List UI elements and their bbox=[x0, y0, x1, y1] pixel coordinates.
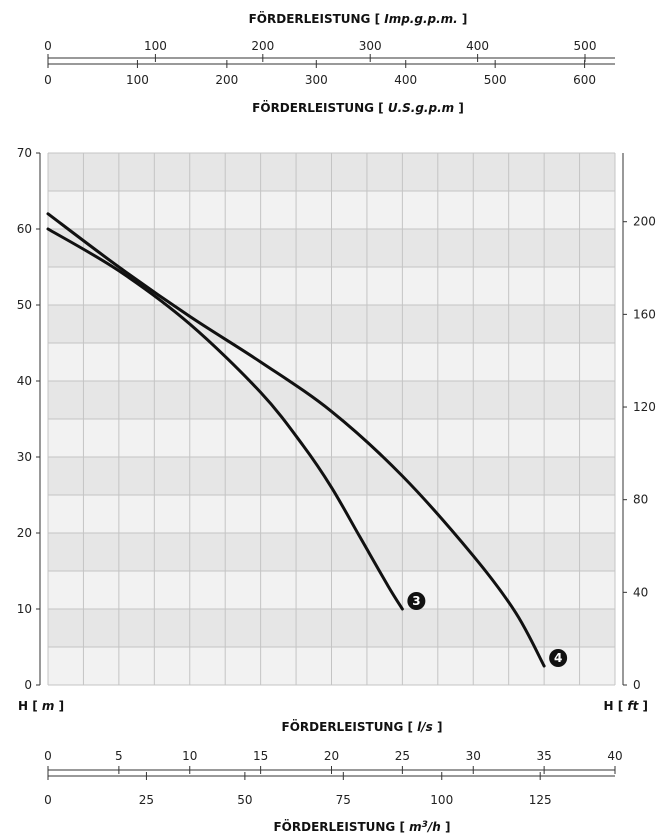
m3h-axis-title: FÖRDERLEISTUNG [ m3/h ] bbox=[273, 819, 450, 834]
axis-tick-label: 600 bbox=[573, 73, 596, 87]
imp-gpm-axis: 0 100 200 300 400 500 bbox=[44, 39, 615, 62]
axis-tick-label: 35 bbox=[536, 749, 551, 763]
axis-tick-label: 0 bbox=[44, 39, 52, 53]
series-marker-3: 3 bbox=[407, 592, 426, 610]
left-y-axis: 0 10 20 30 40 50 60 70 bbox=[17, 146, 41, 692]
axis-tick-label: 0 bbox=[44, 749, 52, 763]
series-line-4 bbox=[46, 212, 546, 668]
axis-tick-label: 0 bbox=[44, 793, 52, 807]
marker-circle bbox=[549, 649, 568, 667]
axis-tick-label: 400 bbox=[466, 39, 489, 53]
axis-tick-label: 15 bbox=[253, 749, 268, 763]
right-tick-label: 40 bbox=[633, 585, 648, 599]
axis-tick-label: 75 bbox=[336, 793, 351, 807]
axis-tick-label: 400 bbox=[394, 73, 417, 87]
axis-tick-label: 5 bbox=[115, 749, 123, 763]
left-tick-label: 60 bbox=[17, 222, 32, 236]
right-tick-label: 200 bbox=[633, 215, 656, 229]
axis-tick-label: 200 bbox=[215, 73, 238, 87]
axis-tick-label: 40 bbox=[607, 749, 622, 763]
top-axis-title: FÖRDERLEISTUNG [ Imp.g.p.m. ] bbox=[249, 11, 468, 26]
axis-tick-label: 125 bbox=[529, 793, 552, 807]
axis-tick-label: 25 bbox=[395, 749, 410, 763]
series-marker-4: 4 bbox=[549, 649, 568, 667]
right-axis-title: H [ ft ] bbox=[603, 699, 648, 713]
marker-circle bbox=[407, 592, 426, 610]
left-tick-label: 20 bbox=[17, 526, 32, 540]
right-tick-label: 0 bbox=[633, 678, 641, 692]
right-tick-label: 120 bbox=[633, 400, 656, 414]
axis-tick-label: 50 bbox=[237, 793, 252, 807]
left-tick-label: 50 bbox=[17, 298, 32, 312]
left-tick-label: 10 bbox=[17, 602, 32, 616]
us-gpm-axis: 0 100 200 300 400 500 600 bbox=[44, 60, 615, 87]
axis-tick-label: 100 bbox=[126, 73, 149, 87]
series-lines bbox=[46, 212, 546, 668]
right-y-axis: 0 40 80 120 160 200 bbox=[622, 153, 656, 692]
axis-tick-label: 25 bbox=[139, 793, 154, 807]
m3h-axis: 0 25 50 75 100 125 bbox=[44, 772, 615, 807]
left-tick-label: 30 bbox=[17, 450, 32, 464]
axis-tick-label: 30 bbox=[466, 749, 481, 763]
marker-label: 3 bbox=[412, 594, 420, 608]
grid-lines bbox=[47, 152, 616, 686]
ls-axis: 0 5 10 15 20 25 30 35 40 bbox=[44, 749, 623, 774]
series-markers: 34 bbox=[407, 592, 568, 667]
axis-tick-label: 500 bbox=[484, 73, 507, 87]
right-tick-label: 160 bbox=[633, 307, 656, 321]
axis-tick-label: 300 bbox=[359, 39, 382, 53]
axis-tick-label: 20 bbox=[324, 749, 339, 763]
axis-tick-label: 100 bbox=[144, 39, 167, 53]
us-axis-title: FÖRDERLEISTUNG [ U.S.g.p.m ] bbox=[252, 100, 464, 115]
left-tick-label: 40 bbox=[17, 374, 32, 388]
axis-tick-label: 10 bbox=[182, 749, 197, 763]
axis-tick-label: 200 bbox=[251, 39, 274, 53]
axis-tick-label: 500 bbox=[574, 39, 597, 53]
ls-axis-title: FÖRDERLEISTUNG [ l/s ] bbox=[282, 719, 443, 734]
axis-tick-label: 100 bbox=[430, 793, 453, 807]
marker-label: 4 bbox=[554, 651, 562, 665]
left-axis-title: H [ m ] bbox=[18, 699, 64, 713]
axis-tick-label: 0 bbox=[44, 73, 52, 87]
axis-tick-label: 300 bbox=[305, 73, 328, 87]
series-line-3 bbox=[46, 227, 404, 611]
left-tick-label: 70 bbox=[17, 146, 32, 160]
left-tick-label: 0 bbox=[24, 678, 32, 692]
right-tick-label: 80 bbox=[633, 493, 648, 507]
